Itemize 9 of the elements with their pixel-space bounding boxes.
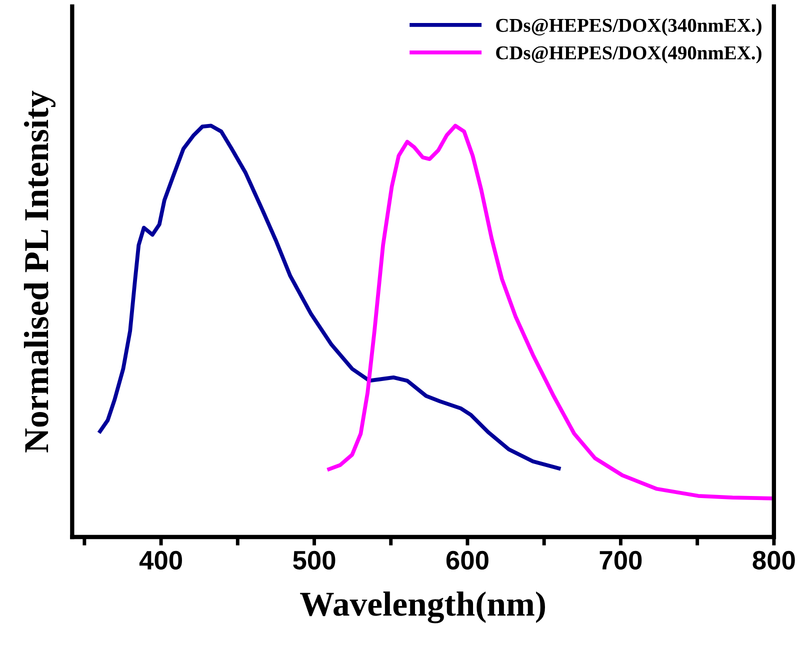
x-tick-label: 500 [293, 550, 336, 570]
y-axis-title: Normalised PL Intensity [24, 90, 56, 452]
x-tick-label: 400 [139, 550, 182, 570]
x-tick-label: 700 [600, 550, 642, 570]
x-axis-title: Wavelength(nm) [300, 591, 545, 624]
legend-label: CDs@HEPES/DOX(490nmEX.) [496, 46, 762, 64]
x-tick-label: 600 [446, 550, 488, 570]
legend-label: CDs@HEPES/DOX(340nmEX.) [496, 18, 762, 36]
x-tick-label: 800 [752, 550, 795, 570]
